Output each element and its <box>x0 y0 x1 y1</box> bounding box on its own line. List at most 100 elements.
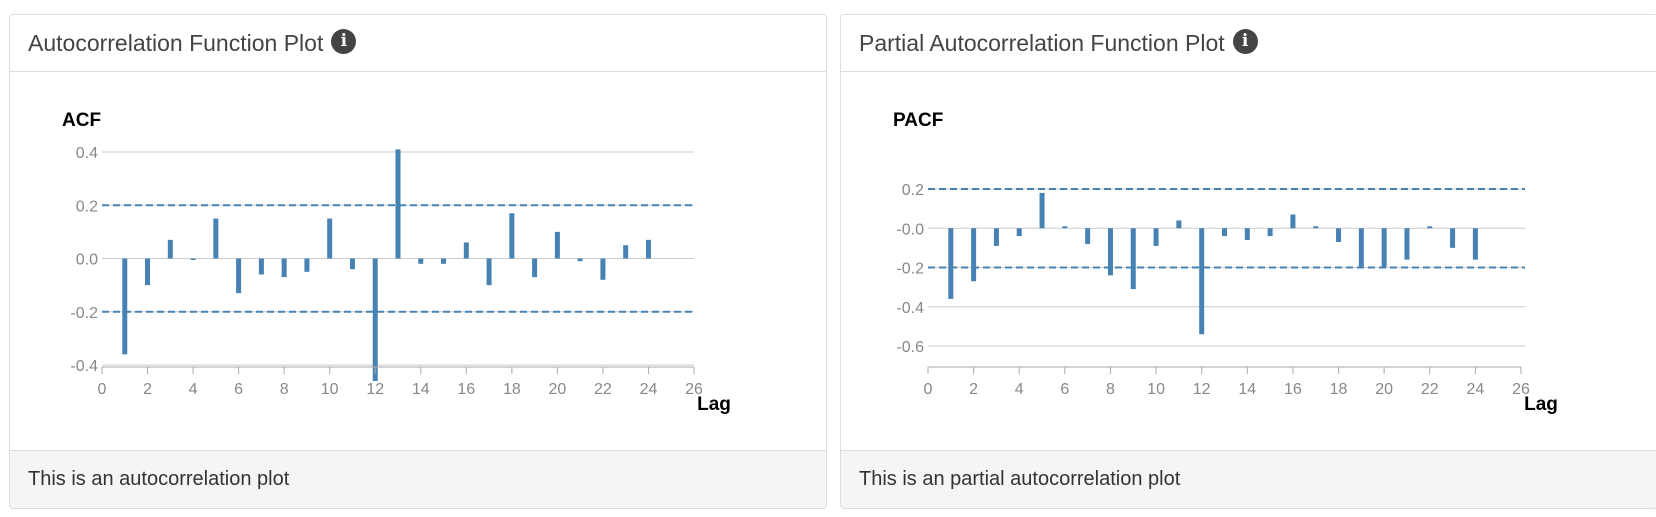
acf-x-tick-label: 0 <box>98 381 107 398</box>
pacf-bar-lag-22[interactable] <box>1427 226 1433 229</box>
acf-x-tick-label: 6 <box>234 381 243 398</box>
acf-panel-footer: This is an autocorrelation plot <box>10 450 826 508</box>
acf-x-tick-label: 2 <box>143 381 152 398</box>
pacf-y-tick-label: -0.0 <box>896 221 924 238</box>
acf-bar-lag-17[interactable] <box>486 258 492 286</box>
pacf-bar-lag-4[interactable] <box>1016 228 1022 237</box>
acf-x-tick-label: 16 <box>457 381 475 398</box>
pacf-x-tick-label: 16 <box>1284 381 1302 398</box>
pacf-x-tick-label: 10 <box>1147 381 1165 398</box>
pacf-bar-lag-24[interactable] <box>1472 228 1478 260</box>
pacf-x-tick-label: 8 <box>1106 381 1115 398</box>
acf-bar-lag-23[interactable] <box>623 245 629 259</box>
acf-x-tick-label: 26 <box>685 381 703 398</box>
pacf-panel-heading: Partial Autocorrelation Function Plot i <box>841 15 1656 72</box>
pacf-bar-lag-5[interactable] <box>1039 192 1045 229</box>
pacf-bar-lag-20[interactable] <box>1381 228 1387 268</box>
acf-bar-lag-21[interactable] <box>577 258 583 262</box>
acf-bar-lag-13[interactable] <box>395 149 401 259</box>
pacf-bar-lag-1[interactable] <box>948 228 954 299</box>
acf-bar-lag-19[interactable] <box>532 258 538 278</box>
pacf-bar-lag-13[interactable] <box>1222 228 1227 237</box>
pacf-bar-lag-6[interactable] <box>1062 226 1068 229</box>
acf-bar-lag-22[interactable] <box>600 258 606 280</box>
pacf-chart-title: PACF <box>893 110 943 131</box>
acf-x-tick-label: 12 <box>366 381 384 398</box>
acf-bar-lag-18[interactable] <box>509 213 515 259</box>
acf-y-tick-label: 0.0 <box>76 252 98 269</box>
pacf-chart-area: PACF 0.2 -0.0 -0.2 -0.4 -0.6 0 2 4 6 8 10 12 14 16 18 20… <box>841 72 1656 451</box>
pacf-bar-lag-7[interactable] <box>1085 228 1091 244</box>
acf-chart: ACF 0.4 0.2 0.0 -0.2 -0.40 2 4 6 8 10 12 14 16 18 20 22 2… <box>62 110 731 415</box>
info-circle-icon[interactable]: i <box>1232 28 1258 54</box>
acf-x-tick-label: 8 <box>280 381 289 398</box>
pacf-bar-lag-21[interactable] <box>1404 228 1410 260</box>
acf-bar-lag-4[interactable] <box>190 258 196 261</box>
pacf-bar-lag-14[interactable] <box>1244 228 1250 241</box>
pacf-x-tick-label: 2 <box>969 381 978 398</box>
pacf-panel-footer: This is an partial autocorrelation plot <box>841 450 1656 508</box>
pacf-x-tick-label: 18 <box>1330 381 1348 398</box>
pacf-x-tick-label: 20 <box>1375 381 1393 398</box>
acf-y-tick-label: -0.2 <box>70 305 98 322</box>
pacf-bar-lag-8[interactable] <box>1107 228 1113 276</box>
acf-bar-lag-24[interactable] <box>645 239 651 259</box>
acf-bar-lag-16[interactable] <box>463 242 469 259</box>
acf-y-tick-label: -0.4 <box>70 358 98 375</box>
pacf-bar-lag-18[interactable] <box>1336 228 1342 242</box>
acf-y-tick-label: 0.2 <box>76 198 98 215</box>
pacf-x-tick-label: 26 <box>1512 381 1530 398</box>
pacf-bar-lag-16[interactable] <box>1290 214 1296 229</box>
acf-x-tick-label: 10 <box>321 381 339 398</box>
pacf-y-tick-label: -0.2 <box>896 261 924 278</box>
pacf-x-tick-label: 22 <box>1421 381 1439 398</box>
info-circle-icon[interactable]: i <box>331 28 357 54</box>
acf-panel-title: Autocorrelation Function Plot <box>28 29 324 56</box>
pacf-panel-title: Partial Autocorrelation Function Plot <box>859 29 1225 56</box>
pacf-x-tick-label: 6 <box>1060 381 1069 398</box>
pacf-bar-lag-15[interactable] <box>1267 228 1273 237</box>
pacf-x-tick-label: 12 <box>1193 381 1211 398</box>
pacf-x-tick-label: 4 <box>1015 381 1024 398</box>
pacf-y-tick-label: 0.2 <box>902 182 924 199</box>
acf-x-tick-label: 4 <box>189 381 198 398</box>
acf-bar-lag-1[interactable] <box>122 258 128 355</box>
pacf-bar-lag-10[interactable] <box>1153 228 1159 246</box>
acf-bar-lag-3[interactable] <box>167 239 173 259</box>
acf-bar-lag-7[interactable] <box>258 258 264 275</box>
acf-x-tick-label: 22 <box>594 381 612 398</box>
pacf-bar-lag-23[interactable] <box>1450 228 1456 248</box>
acf-bar-lag-2[interactable] <box>145 258 151 286</box>
pacf-bar-lag-9[interactable] <box>1130 228 1136 290</box>
pacf-y-tick-label: -0.4 <box>896 300 924 317</box>
pacf-y-tick-label: -0.6 <box>896 339 924 356</box>
acf-panel: Autocorrelation Function Plot i ACF 0.4 0.… <box>9 14 827 509</box>
acf-bar-lag-6[interactable] <box>236 258 242 294</box>
pacf-bar-lag-2[interactable] <box>971 228 977 282</box>
acf-bar-lag-5[interactable] <box>213 218 219 259</box>
acf-x-tick-label: 18 <box>503 381 521 398</box>
acf-x-tick-label: 20 <box>548 381 566 398</box>
acf-bar-lag-12[interactable] <box>372 258 378 381</box>
pacf-bar-lag-12[interactable] <box>1199 228 1205 335</box>
pacf-bar-lag-17[interactable] <box>1313 226 1319 229</box>
acf-bar-lag-9[interactable] <box>304 258 310 272</box>
acf-bar-lag-8[interactable] <box>281 258 287 278</box>
acf-bar-lag-14[interactable] <box>418 258 424 264</box>
acf-x-axis-label: Lag <box>697 394 731 415</box>
pacf-bar-lag-11[interactable] <box>1176 220 1182 229</box>
pacf-bar-lag-3[interactable] <box>993 228 999 246</box>
pacf-bar-lag-19[interactable] <box>1358 228 1364 268</box>
acf-bar-lag-10[interactable] <box>327 218 333 259</box>
acf-chart-area: ACF 0.4 0.2 0.0 -0.2 -0.4 0 2 4 6 8 10 12 14 16 18 20 22 2… <box>10 72 826 451</box>
pacf-x-tick-label: 24 <box>1466 381 1484 398</box>
pacf-x-tick-label: 0 <box>924 381 933 398</box>
acf-y-tick-label: 0.4 <box>76 145 98 162</box>
acf-chart-title: ACF <box>62 110 101 131</box>
acf-x-tick-label: 14 <box>412 381 430 398</box>
acf-bar-lag-11[interactable] <box>349 258 355 270</box>
pacf-x-axis-label: Lag <box>1524 394 1558 415</box>
acf-bar-lag-15[interactable] <box>441 258 447 264</box>
acf-bar-lag-20[interactable] <box>554 231 560 259</box>
